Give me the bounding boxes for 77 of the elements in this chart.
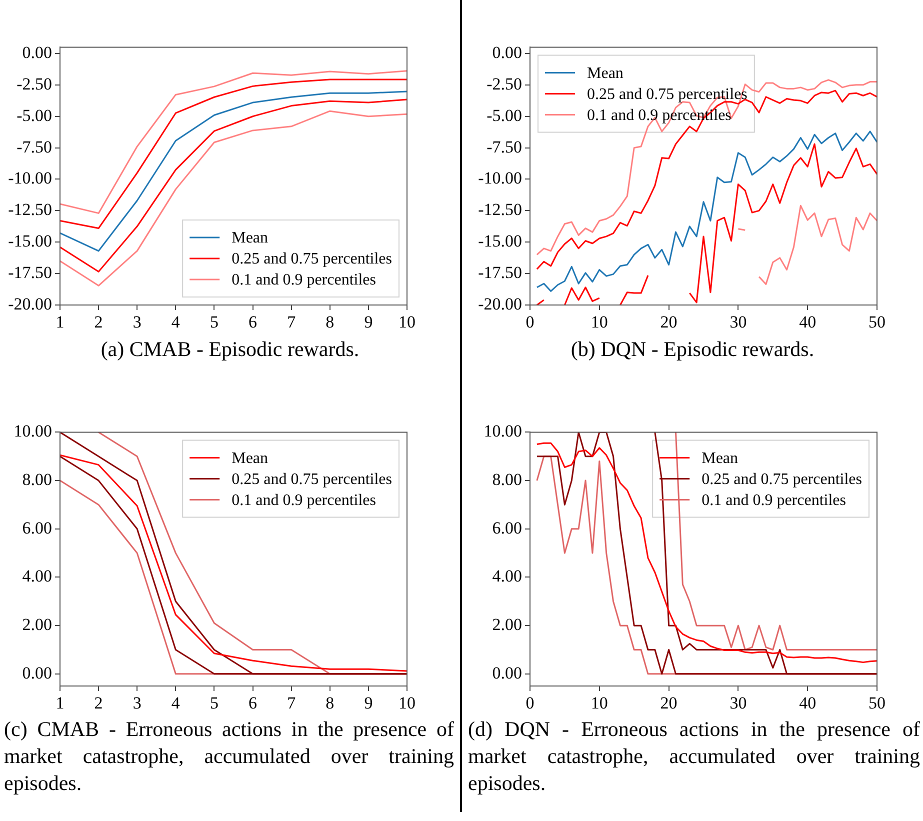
legend-label: 0.25 and 0.75 percentiles	[587, 86, 748, 103]
y-tick-label: -2.50	[16, 74, 52, 94]
x-tick-label: 2	[94, 694, 103, 713]
y-tick-label: -7.50	[486, 137, 522, 156]
legend-label: Mean	[232, 450, 268, 467]
x-tick-label: 30	[730, 312, 747, 332]
y-tick-label: 2.00	[492, 615, 522, 634]
x-tick-label: 0	[526, 312, 534, 332]
y-tick-label: -17.50	[8, 263, 52, 282]
x-tick-label: 0	[526, 694, 534, 713]
x-tick-label: 20	[660, 694, 678, 713]
x-tick-label: 40	[799, 312, 816, 332]
legend-label: 0.25 and 0.75 percentiles	[702, 470, 862, 488]
x-tick-label: 10	[590, 694, 608, 713]
x-tick-label: 6	[248, 312, 258, 332]
legend-label: Mean	[702, 450, 738, 467]
y-tick-label: -12.50	[8, 200, 52, 220]
y-tick-label: 0.00	[22, 42, 52, 62]
legend-label: 0.25 and 0.75 percentiles	[232, 470, 392, 488]
x-tick-label: 9	[364, 694, 373, 713]
y-tick-label: 4.00	[492, 566, 522, 586]
x-tick-label: 3	[132, 694, 142, 713]
x-tick-label: 7	[287, 312, 296, 332]
y-tick-label: -10.00	[478, 168, 522, 188]
y-tick-label: 0.00	[22, 663, 52, 682]
y-tick-label: -2.50	[486, 74, 522, 94]
x-tick-label: 5	[210, 312, 218, 332]
y-tick-label: 10.00	[484, 422, 522, 441]
x-tick-label: 10	[590, 312, 608, 332]
x-tick-label: 50	[868, 694, 886, 713]
text: (b) DQN - Episodic rewards.	[570, 336, 816, 363]
legend-label: 0.1 and 0.9 percentiles	[702, 492, 846, 509]
y-tick-label: 0.00	[492, 42, 522, 62]
legend-label: 0.1 and 0.9 percentiles	[232, 272, 376, 289]
y-tick-label: -7.50	[16, 137, 52, 156]
x-tick-label: 1	[56, 312, 64, 332]
text: (a) CMAB - Episodic rewards.	[100, 336, 360, 363]
y-tick-label: 8.00	[22, 470, 52, 490]
y-tick-label: 10.00	[14, 422, 52, 441]
y-tick-label: -10.00	[8, 168, 52, 188]
text: (d) DQN - Erroneous actions in the presence of market catastrophe, accumulated over training episodes.	[468, 716, 920, 797]
y-tick-label: 2.00	[22, 615, 52, 634]
y-tick-label: 4.00	[22, 566, 52, 586]
x-tick-label: 8	[326, 694, 334, 713]
x-tick-label: 9	[364, 312, 373, 332]
legend-label: Mean	[587, 64, 624, 82]
x-tick-label: 40	[799, 694, 816, 713]
y-tick-label: -17.50	[478, 263, 522, 282]
x-tick-label: 5	[210, 694, 218, 713]
y-tick-label: -5.00	[486, 106, 522, 125]
x-tick-label: 7	[287, 694, 296, 713]
y-tick-label: -20.00	[478, 294, 522, 314]
y-tick-label: -15.00	[478, 232, 522, 251]
y-tick-label: -15.00	[8, 232, 52, 251]
x-tick-label: 50	[868, 312, 886, 332]
y-tick-label: 0.00	[492, 663, 522, 682]
x-tick-label: 10	[398, 694, 416, 713]
x-tick-label: 6	[248, 694, 258, 713]
y-tick-label: -20.00	[8, 294, 52, 314]
y-tick-label: -5.00	[16, 106, 52, 125]
y-tick-label: 8.00	[492, 470, 522, 490]
x-tick-label: 30	[730, 694, 747, 713]
y-tick-label: 6.00	[22, 518, 52, 538]
legend-label: Mean	[232, 230, 268, 247]
y-tick-label: 6.00	[492, 518, 522, 538]
x-tick-label: 4	[171, 312, 180, 332]
legend-label: 0.25 and 0.75 percentiles	[232, 250, 392, 268]
x-tick-label: 8	[326, 312, 334, 332]
legend-label: 0.1 and 0.9 percentiles	[232, 492, 376, 509]
x-tick-label: 4	[171, 694, 180, 713]
x-tick-label: 2	[94, 312, 103, 332]
x-tick-label: 3	[132, 312, 142, 332]
y-tick-label: -12.50	[478, 200, 522, 220]
x-tick-label: 10	[398, 312, 416, 332]
x-tick-label: 1	[56, 694, 64, 713]
text: (c) CMAB - Erroneous actions in the presence of market catastrophe, accumulated over training episodes.	[4, 716, 454, 797]
x-tick-label: 20	[660, 312, 678, 332]
